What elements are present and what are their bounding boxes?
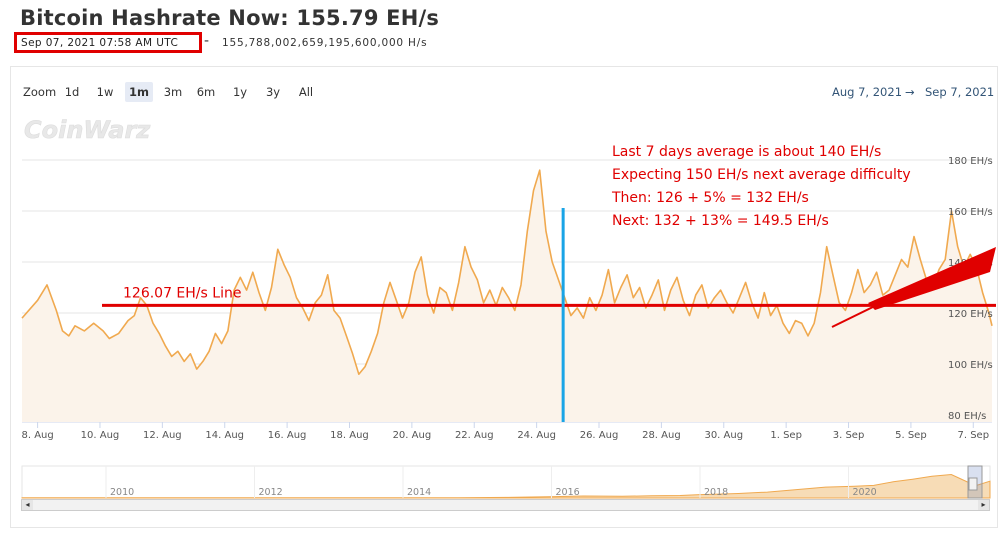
y-tick-label: 180 EH/s xyxy=(948,156,993,167)
chart-panel xyxy=(10,66,998,528)
annotation-note: Expecting 150 EH/s next average difficul… xyxy=(612,167,911,183)
separator: - xyxy=(204,33,210,49)
zoom-6m-button[interactable]: 6m xyxy=(196,85,216,99)
range-to[interactable]: Sep 7, 2021 xyxy=(925,85,995,99)
timestamp-highlight-box xyxy=(14,32,202,53)
navigator-area xyxy=(21,473,991,499)
navigator-handle xyxy=(968,477,978,491)
x-tick-label: 14. Aug xyxy=(205,430,244,441)
zoom-all-button[interactable]: All xyxy=(298,85,314,99)
series-line xyxy=(21,169,993,375)
x-tick-label: 1. Sep xyxy=(770,430,802,441)
x-tick-label: 30. Aug xyxy=(704,430,743,441)
x-tick-label: 28. Aug xyxy=(642,430,681,441)
x-tick-label: 20. Aug xyxy=(393,430,432,441)
y-tick-label: 120 EH/s xyxy=(948,309,993,320)
navigator-year-label: 2010 xyxy=(110,487,134,498)
y-tick-label: 80 EH/s xyxy=(948,411,986,422)
x-tick-label: 22. Aug xyxy=(455,430,494,441)
navigator-year-label: 2016 xyxy=(556,487,580,498)
x-tick-label: 18. Aug xyxy=(330,430,369,441)
x-tick-label: 3. Sep xyxy=(833,430,865,441)
zoom-1y-button[interactable]: 1y xyxy=(232,85,248,99)
timestamp: Sep 07, 2021 07:58 AM UTC xyxy=(21,37,179,49)
zoom-1m-button[interactable]: 1m xyxy=(125,82,153,102)
navigator-year-label: 2012 xyxy=(259,487,283,498)
watermark-text: CoinWarz xyxy=(24,116,151,142)
x-tick-label: 16. Aug xyxy=(268,430,307,441)
zoom-3y-button[interactable]: 3y xyxy=(265,85,281,99)
x-tick-label: 24. Aug xyxy=(517,430,556,441)
x-tick-label: 5. Sep xyxy=(895,430,927,441)
scroll-right-arrow-icon[interactable]: ▸ xyxy=(978,500,989,510)
reference-line-label: 126.07 EH/s Line xyxy=(123,285,241,301)
navigator-scrollbar[interactable]: ◂ ▸ xyxy=(21,499,990,511)
scroll-left-arrow-icon[interactable]: ◂ xyxy=(22,500,33,510)
range-from[interactable]: Aug 7, 2021 xyxy=(832,85,903,99)
zoom-3m-button[interactable]: 3m xyxy=(163,85,183,99)
raw-hashrate: 155,788,002,659,195,600,000 H/s xyxy=(222,37,428,49)
navigator-year-label: 2014 xyxy=(407,487,431,498)
annotation-note: Then: 126 + 5% = 132 EH/s xyxy=(611,190,809,206)
x-tick-label: 7. Sep xyxy=(957,430,989,441)
zoom-label: Zoom xyxy=(23,85,57,99)
x-tick-label: 26. Aug xyxy=(580,430,619,441)
zoom-1w-button[interactable]: 1w xyxy=(96,85,114,99)
annotation-note: Next: 132 + 13% = 149.5 EH/s xyxy=(612,213,829,229)
x-tick-label: 10. Aug xyxy=(81,430,120,441)
navigator-year-label: 2018 xyxy=(704,487,728,498)
page-title: Bitcoin Hashrate Now: 155.79 EH/s xyxy=(20,6,440,30)
y-tick-label: 100 EH/s xyxy=(948,360,993,371)
y-tick-label: 160 EH/s xyxy=(948,207,993,218)
x-tick-label: 12. Aug xyxy=(143,430,182,441)
range-arrow: → xyxy=(905,85,915,99)
zoom-1d-button[interactable]: 1d xyxy=(64,85,80,99)
coinwarz-watermark-logo: CoinWarz xyxy=(24,116,152,142)
annotation-note: Last 7 days average is about 140 EH/s xyxy=(612,144,881,160)
navigator-year-label: 2020 xyxy=(853,487,877,498)
annotation-arrow-head xyxy=(868,247,996,310)
x-tick-label: 8. Aug xyxy=(21,430,53,441)
